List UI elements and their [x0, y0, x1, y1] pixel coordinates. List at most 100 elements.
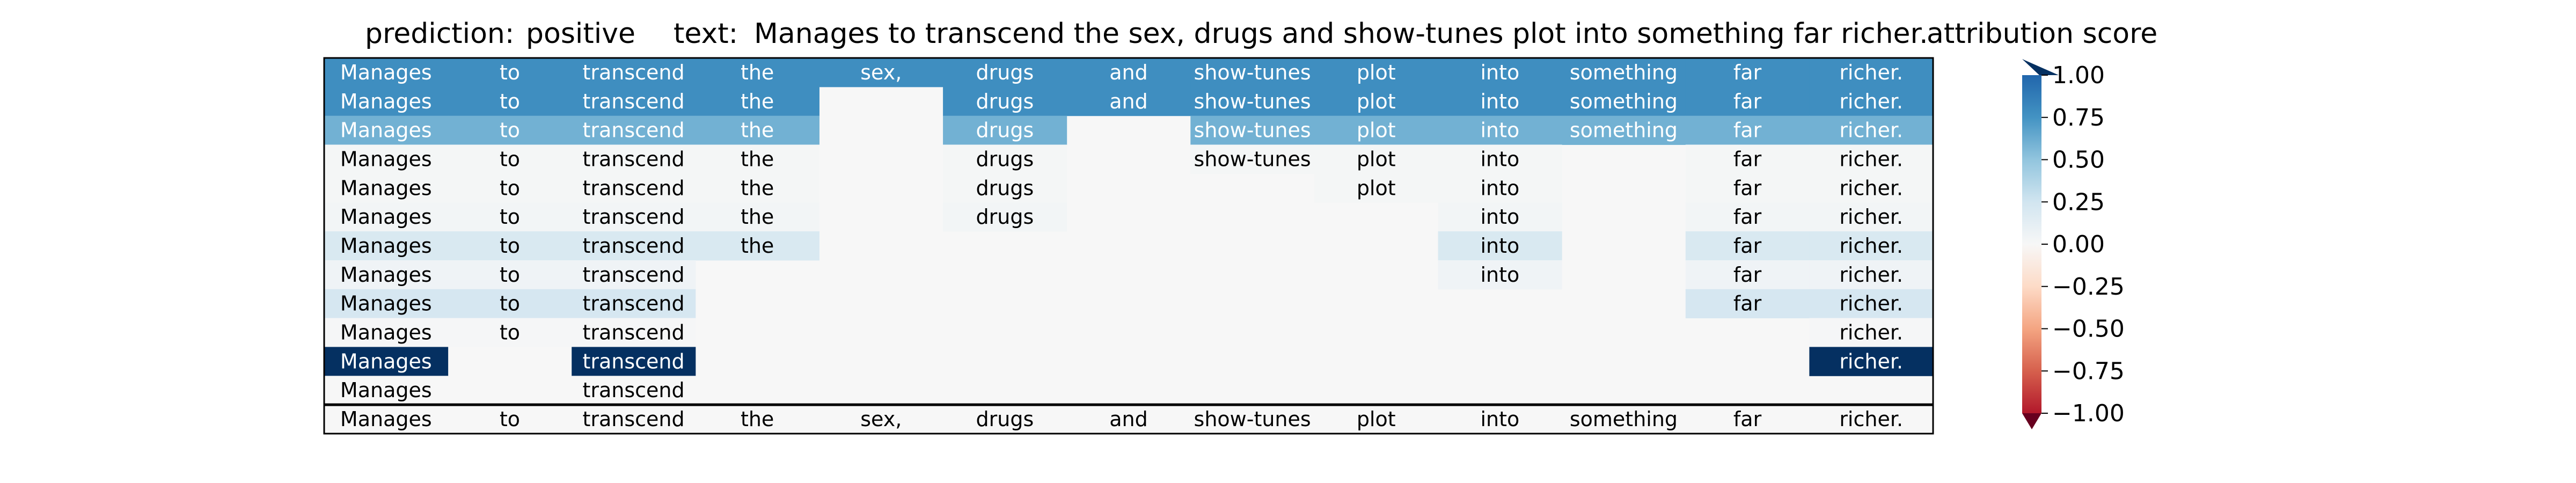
heatmap-cell [1190, 58, 1315, 87]
cell-token-label: to [500, 321, 520, 345]
heatmap-cell [1809, 58, 1934, 87]
heatmap-cell [1809, 86, 1934, 116]
reference-token-label: sex, [860, 407, 902, 431]
heatmap-cell [324, 202, 449, 232]
cell-token-label: into [1480, 176, 1519, 200]
cell-token-label: transcend [582, 119, 684, 142]
heatmap-row: Manages to transcend the drugs and show-tunes p… [324, 86, 1934, 116]
heatmap-row: Manages to transcend richer. [324, 318, 1934, 347]
cell-token-label: drugs [976, 205, 1034, 229]
cell-token-label: plot [1357, 90, 1396, 113]
cell-token-label: richer. [1839, 61, 1903, 84]
heatmap-cell [448, 318, 572, 347]
cell-token-label: transcend [582, 147, 684, 171]
prediction-value: positive [526, 18, 635, 50]
heatmap-row: Manages to transcend the drugs show-tunes plot… [324, 115, 1934, 145]
heatmap-cell [1809, 173, 1934, 203]
heatmap-cell [1685, 260, 1810, 290]
heatmap-cell [572, 115, 696, 145]
heatmap-cell [572, 58, 696, 87]
cell-token-label: richer. [1839, 176, 1903, 200]
cell-token-label: something [1570, 90, 1678, 113]
reference-token-label: richer. [1839, 407, 1903, 431]
heatmap-cell [324, 376, 449, 405]
heatmap-cell [324, 231, 449, 261]
cell-token-label: into [1480, 147, 1519, 171]
heatmap-cell [324, 260, 449, 290]
heatmap-cell [819, 58, 943, 87]
cell-token-label: into [1480, 263, 1519, 287]
heatmap-cell [1809, 202, 1934, 232]
reference-row: Manages to transcend the sex, drugs and show-tu… [340, 407, 1903, 431]
heatmap-cell [1438, 86, 1562, 116]
cell-token-label: Manages [340, 321, 432, 345]
heatmap-row: Manages transcend [324, 376, 696, 405]
cell-token-label: richer. [1839, 234, 1903, 258]
cell-token-label: into [1480, 61, 1519, 84]
cell-token-label: richer. [1839, 292, 1903, 316]
heatmap-cell [1438, 115, 1562, 145]
cell-token-label: to [500, 263, 520, 287]
reference-token-label: into [1480, 407, 1519, 431]
cell-token-label: transcend [582, 292, 684, 316]
heatmap-cell [448, 231, 572, 261]
cell-token-label: drugs [976, 61, 1034, 84]
heatmap-cell [572, 173, 696, 203]
reference-token-label: the [741, 407, 774, 431]
heatmap-cell [1562, 115, 1686, 145]
colorbar-tick-label: −1.00 [2052, 400, 2125, 427]
heatmap-row: Manages transcend richer. [324, 347, 1934, 376]
heatmap-cell [1438, 144, 1562, 174]
heatmap-cell [448, 86, 572, 116]
cell-token-label: Manages [340, 119, 432, 142]
heatmap-cell [324, 318, 449, 347]
cell-token-label: to [500, 234, 520, 258]
text-label: text: [674, 18, 738, 50]
heatmap-cell [572, 347, 696, 376]
cell-token-label: far [1733, 292, 1762, 316]
heatmap-cell [572, 86, 696, 116]
heatmap-cell [1314, 144, 1439, 174]
heatmap-cell [1685, 58, 1810, 87]
cell-token-label: transcend [582, 61, 684, 84]
heatmap-cell [1809, 115, 1934, 145]
cell-token-label: transcend [582, 321, 684, 345]
heatmap-cell [943, 86, 1067, 116]
heatmap-cell [1685, 115, 1810, 145]
heatmap-cell [1809, 144, 1934, 174]
reference-token-label: something [1570, 407, 1678, 431]
heatmap-cell [572, 144, 696, 174]
colorbar-extend-top [2022, 59, 2059, 75]
cell-token-label: richer. [1839, 205, 1903, 229]
cell-token-label: and [1109, 61, 1148, 84]
heatmap-cell [1809, 318, 1934, 347]
cell-token-label: far [1733, 176, 1762, 200]
cell-token-label: far [1733, 147, 1762, 171]
heatmap-cell [572, 202, 696, 232]
reference-token-label: plot [1357, 407, 1396, 431]
heatmap-row: Manages to transcend the drugs show-tunes plot… [324, 144, 1934, 174]
heatmap-row: Manages to transcend the drugs plot into far ric… [324, 173, 1934, 203]
heatmap-cell [324, 173, 449, 203]
heatmap-cell [1562, 86, 1686, 116]
heatmap-cell [324, 144, 449, 174]
cell-token-label: the [741, 147, 774, 171]
heatmap-frame [323, 57, 1934, 435]
cell-token-label: richer. [1839, 349, 1903, 373]
cell-token-label: Manages [340, 234, 432, 258]
heatmap-cell [1314, 115, 1439, 145]
heatmap-cell [572, 318, 696, 347]
cell-token-label: into [1480, 234, 1519, 258]
cell-token-label: Manages [340, 263, 432, 287]
colorbar-tick-label: −0.75 [2052, 357, 2125, 385]
heatmap-cell [448, 173, 572, 203]
text-value: Manages to transcend the sex, drugs and … [754, 18, 1928, 50]
cell-token-label: sex, [860, 61, 902, 84]
cell-token-label: into [1480, 90, 1519, 113]
cell-token-label: to [500, 176, 520, 200]
cell-token-label: transcend [582, 176, 684, 200]
cell-token-label: Manages [340, 205, 432, 229]
cell-token-label: Manages [340, 176, 432, 200]
cell-token-label: to [500, 90, 520, 113]
heatmap-cell [1562, 58, 1686, 87]
